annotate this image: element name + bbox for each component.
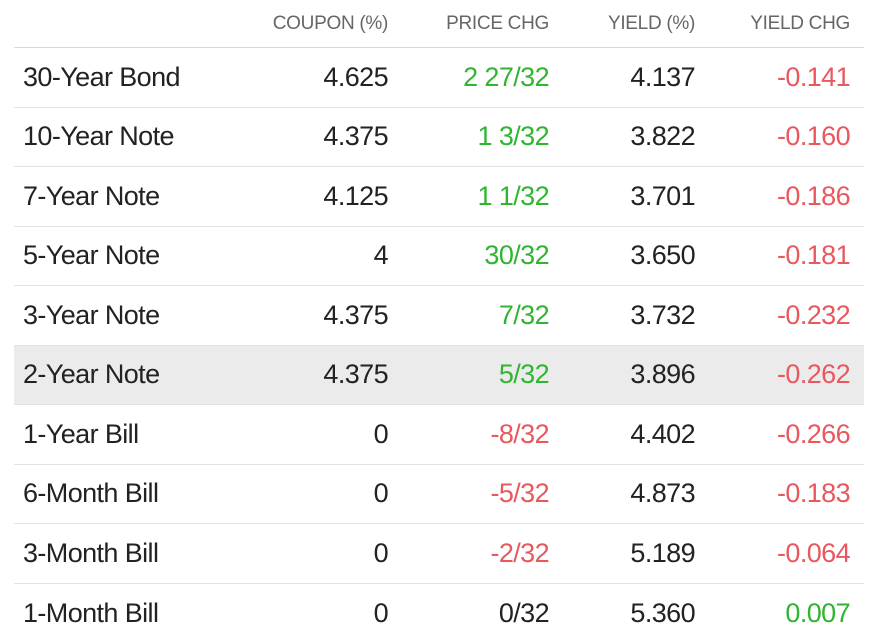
coupon-value: 4 — [373, 240, 389, 271]
instrument-name: 2-Year Note — [23, 359, 160, 390]
header-yield-chg[interactable]: YIELD CHG — [750, 12, 850, 34]
price-change-value: 30/32 — [484, 240, 549, 271]
yield-value: 3.732 — [630, 299, 695, 330]
yield-change-value: 0.007 — [785, 597, 850, 628]
coupon-value: 0 — [373, 537, 389, 568]
coupon-value: 0 — [373, 418, 389, 449]
yield-change-value: -0.141 — [777, 61, 851, 92]
table-row[interactable]: 1-Year Bill 0 -8/32 4.402 -0.266 — [14, 405, 864, 465]
yield-change-value: -0.181 — [777, 240, 851, 271]
instrument-name: 3-Month Bill — [23, 537, 159, 568]
table-header: COUPON (%) PRICE CHG YIELD (%) YIELD CHG — [14, 0, 864, 48]
table-body: 30-Year Bond 4.625 2 27/32 4.137 -0.141 10-Ye… — [14, 48, 864, 643]
price-change-value: 5/32 — [498, 359, 550, 390]
instrument-name: 3-Year Note — [23, 299, 160, 330]
header-price-chg[interactable]: PRICE CHG — [446, 12, 549, 34]
table-row[interactable]: 1-Month Bill 0 0/32 5.360 0.007 — [14, 584, 864, 643]
coupon-value: 0 — [373, 478, 389, 509]
table-row[interactable]: 30-Year Bond 4.625 2 27/32 4.137 -0.141 — [14, 48, 864, 108]
yield-change-value: -0.232 — [777, 299, 851, 330]
coupon-value: 4.375 — [323, 121, 388, 152]
instrument-name: 6-Month Bill — [23, 478, 159, 509]
instrument-name: 10-Year Note — [23, 121, 175, 152]
yield-value: 4.402 — [630, 418, 695, 449]
yield-value: 3.650 — [630, 240, 695, 271]
coupon-value: 4.125 — [323, 180, 388, 211]
yield-change-value: -0.262 — [777, 359, 851, 390]
yield-value: 3.701 — [630, 180, 695, 211]
price-change-value: 7/32 — [498, 299, 550, 330]
price-change-value: -8/32 — [490, 418, 549, 449]
table-row[interactable]: 3-Month Bill 0 -2/32 5.189 -0.064 — [14, 524, 864, 584]
instrument-name: 1-Year Bill — [23, 418, 139, 449]
table-row[interactable]: 2-Year Note 4.375 5/32 3.896 -0.262 — [14, 345, 864, 405]
yield-value: 3.822 — [630, 121, 695, 152]
yield-value: 3.896 — [630, 359, 695, 390]
instrument-name: 5-Year Note — [23, 240, 160, 271]
yield-value: 5.189 — [630, 537, 695, 568]
instrument-name: 30-Year Bond — [23, 61, 181, 92]
coupon-value: 4.375 — [323, 299, 388, 330]
treasury-table: COUPON (%) PRICE CHG YIELD (%) YIELD CHG… — [14, 0, 864, 643]
yield-change-value: -0.186 — [777, 180, 851, 211]
price-change-value: -2/32 — [490, 537, 549, 568]
table-row[interactable]: 10-Year Note 4.375 1 3/32 3.822 -0.160 — [14, 108, 864, 167]
table-row[interactable]: 7-Year Note 4.125 1 1/32 3.701 -0.186 — [14, 167, 864, 227]
table-row[interactable]: 6-Month Bill 0 -5/32 4.873 -0.183 — [14, 465, 864, 524]
table-row[interactable]: 5-Year Note 4 30/32 3.650 -0.181 — [14, 227, 864, 286]
yield-change-value: -0.160 — [777, 121, 851, 152]
coupon-value: 4.375 — [323, 359, 388, 390]
yield-change-value: -0.064 — [777, 537, 851, 568]
price-change-value: 2 27/32 — [463, 61, 549, 92]
price-change-value: 1 3/32 — [477, 121, 550, 152]
coupon-value: 4.625 — [323, 61, 388, 92]
yield-change-value: -0.266 — [777, 418, 851, 449]
price-change-value: 1 1/32 — [477, 180, 550, 211]
header-yield[interactable]: YIELD (%) — [607, 12, 695, 34]
header-coupon[interactable]: COUPON (%) — [272, 12, 389, 34]
instrument-name: 7-Year Note — [23, 180, 160, 211]
instrument-name: 1-Month Bill — [23, 597, 159, 628]
yield-value: 4.137 — [630, 61, 695, 92]
coupon-value: 0 — [373, 597, 389, 628]
table-row[interactable]: 3-Year Note 4.375 7/32 3.732 -0.232 — [14, 286, 864, 346]
yield-value: 5.360 — [630, 597, 695, 628]
yield-value: 4.873 — [630, 478, 695, 509]
price-change-value: -5/32 — [490, 478, 549, 509]
yield-change-value: -0.183 — [777, 478, 851, 509]
price-change-value: 0/32 — [498, 597, 550, 628]
